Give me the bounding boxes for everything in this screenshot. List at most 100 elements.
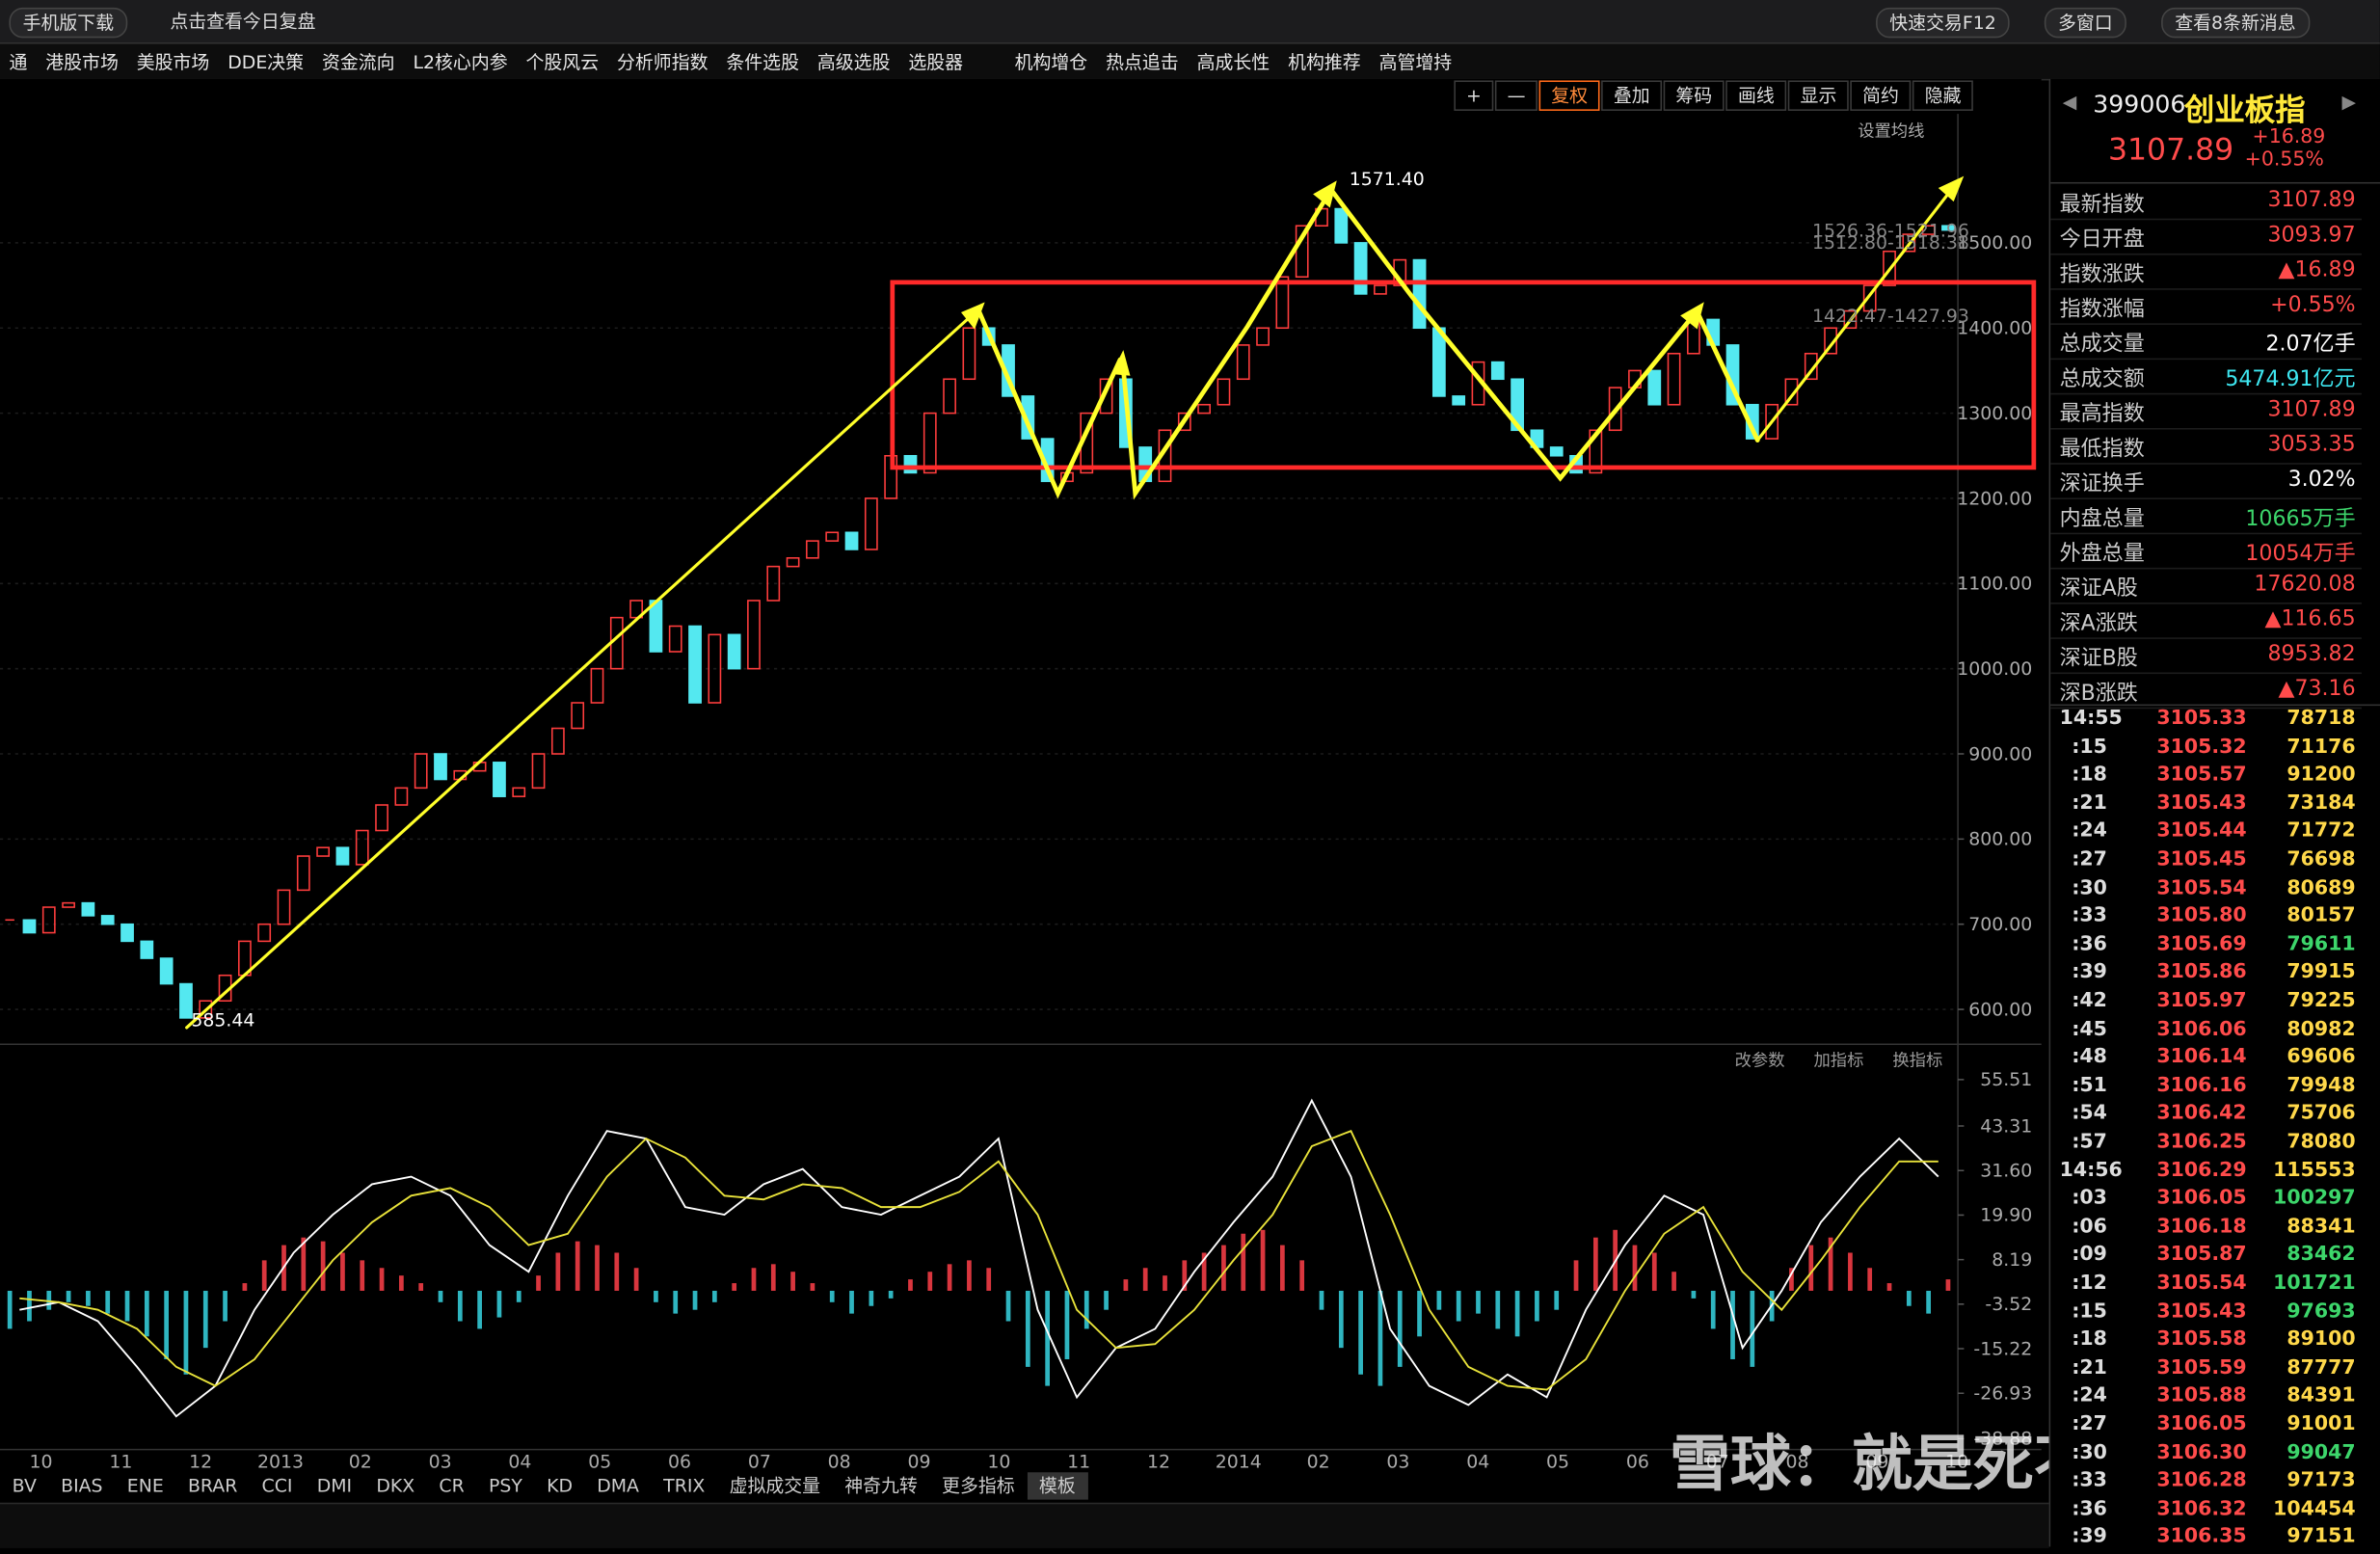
indicator-button[interactable]: 加指标 [1814, 1051, 1864, 1070]
candle [688, 625, 702, 704]
tick-volume: 87777 [2286, 1356, 2356, 1380]
quote-row: 深B涨跌 ▲73.16 [2050, 673, 2362, 710]
quote-row: 深A涨跌 ▲116.65 [2050, 603, 2362, 639]
menu-item[interactable]: 高成长性 [1196, 51, 1270, 73]
tick-time: :24 [2072, 819, 2107, 844]
toolbar-button[interactable]: 筹码 [1663, 80, 1725, 111]
tick-volume: 78080 [2286, 1131, 2356, 1154]
range-box [890, 280, 2037, 470]
menu-item[interactable]: 个股风云 [525, 51, 600, 73]
indicator-tab[interactable]: CR [439, 1475, 465, 1497]
tick-row: :45 3106.06 80982 [2050, 1018, 2362, 1046]
menu-item[interactable]: 机构增仓 [1014, 51, 1088, 73]
toolbar-button[interactable]: 显示 [1787, 80, 1849, 111]
top-button[interactable]: 多窗口 [2044, 7, 2126, 39]
ma-setting[interactable]: 设置均线 [1858, 122, 1924, 142]
menu-item[interactable]: 选股器 [908, 51, 964, 73]
toolbar-button[interactable]: 复权 [1538, 80, 1600, 111]
candle [1353, 242, 1368, 295]
menu-item[interactable]: 美股市场 [136, 51, 210, 73]
candle [531, 753, 546, 790]
prev-arrow[interactable]: ◀ [2062, 91, 2077, 113]
macd-bar [27, 1290, 32, 1322]
indicator-tab[interactable]: DMI [316, 1475, 353, 1497]
indicator-tab[interactable]: ENE [126, 1475, 164, 1497]
indicator-tab[interactable]: DKX [376, 1475, 415, 1497]
tick-row: :42 3105.97 79225 [2050, 990, 2362, 1018]
menu-item[interactable]: 高级选股 [816, 51, 891, 73]
toolbar-button[interactable]: 叠加 [1601, 80, 1663, 111]
candle [493, 762, 506, 797]
toolbar-button[interactable]: 画线 [1725, 80, 1787, 111]
toolbar-button[interactable]: 隐藏 [1912, 80, 1974, 111]
menu-item[interactable]: DDE决策 [227, 51, 305, 73]
y-tick-label: 600.00 [1968, 999, 2032, 1020]
tick-time: :27 [2072, 848, 2107, 871]
tick-row: :36 3106.32 104454 [2050, 1498, 2362, 1526]
indicator-button[interactable]: 换指标 [1892, 1051, 1942, 1070]
x-tick-label: 06 [1626, 1452, 1649, 1473]
tick-price: 3106.32 [2156, 1497, 2247, 1521]
tick-volume: 80982 [2286, 1017, 2356, 1041]
menu-item[interactable]: 高管增持 [1378, 51, 1453, 73]
candle [22, 919, 37, 934]
macd-bar [1456, 1290, 1461, 1322]
macd-bar [320, 1241, 326, 1291]
quote-label: 指数涨幅 [2059, 297, 2145, 322]
menu-item[interactable]: 港股市场 [45, 51, 119, 73]
toolbar-button[interactable]: 简约 [1850, 80, 1912, 111]
indicator-tab[interactable]: TRIX [663, 1475, 706, 1497]
menu-item[interactable]: 资金流向 [321, 51, 395, 73]
indicator-tab[interactable]: KD [547, 1475, 574, 1497]
x-tick-label: 12 [1147, 1452, 1170, 1473]
toolbar-button[interactable]: + [1454, 80, 1494, 111]
indicator-tab[interactable]: PSY [488, 1475, 522, 1497]
quote-value: 3.02% [2287, 467, 2356, 493]
quote-value: 3107.89 [2267, 397, 2356, 422]
menu-item[interactable]: 分析师指数 [617, 51, 709, 73]
candle [1921, 225, 1936, 235]
indicator-tab[interactable]: 虚拟成交量 [729, 1475, 821, 1497]
indicator-tab[interactable]: 神奇九转 [844, 1475, 918, 1497]
tick-price: 3105.87 [2156, 1244, 2247, 1267]
arrow-head [1110, 350, 1131, 376]
indicator-tab[interactable]: BIAS [61, 1475, 103, 1497]
indicator-tab[interactable]: DMA [597, 1475, 639, 1497]
macd-bar [1182, 1260, 1188, 1291]
tick-price: 3106.28 [2156, 1469, 2247, 1493]
menu-item[interactable]: 机构推荐 [1288, 51, 1361, 73]
indicator-tab[interactable]: 模板 [1027, 1472, 1088, 1500]
tick-volume: 91001 [2286, 1412, 2356, 1436]
menu-item[interactable]: 条件选股 [726, 51, 799, 73]
indicator-tab[interactable]: CCI [261, 1475, 293, 1497]
tick-volume: 99047 [2286, 1441, 2356, 1464]
toolbar-button[interactable]: — [1494, 80, 1538, 111]
candle [1197, 403, 1212, 415]
tick-row: 14:56 3106.29 115553 [2050, 1159, 2362, 1187]
divider [2050, 181, 2380, 184]
top-button[interactable]: 快速交易F12 [1876, 7, 2010, 39]
indicator-tab[interactable]: 更多指标 [942, 1475, 1015, 1497]
tick-time: :42 [2072, 989, 2107, 1013]
x-tick-label: 10 [987, 1452, 1010, 1473]
x-tick-label: 11 [1067, 1452, 1090, 1473]
menu-item[interactable]: 通 [9, 51, 28, 73]
menu-item[interactable]: L2核心内参 [413, 51, 508, 73]
tick-volume: 101721 [2273, 1272, 2356, 1296]
quote-value: 10665万手 [2245, 506, 2356, 532]
indicator-button[interactable]: 改参数 [1735, 1051, 1785, 1070]
tick-volume: 84391 [2286, 1384, 2356, 1408]
macd-bar [1358, 1290, 1363, 1375]
menu-item[interactable]: 热点追击 [1106, 51, 1179, 73]
next-arrow[interactable]: ▶ [2341, 91, 2356, 113]
indicator-tab[interactable]: BRAR [187, 1475, 238, 1497]
y-tick-label: 8.19 [1992, 1249, 2032, 1271]
macd-bar [1926, 1290, 1932, 1314]
candle [590, 667, 604, 704]
top-button[interactable]: 查看8条新消息 [2161, 7, 2310, 39]
macd-bar [66, 1290, 71, 1302]
macd-bar [1514, 1290, 1520, 1337]
top-link[interactable]: 手机版下载 [9, 7, 128, 39]
indicator-tab[interactable]: BV [12, 1475, 37, 1497]
top-link[interactable]: 点击查看今日复盘 [170, 11, 316, 33]
